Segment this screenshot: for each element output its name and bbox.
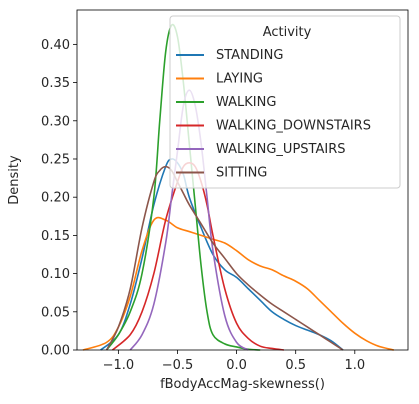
legend-entry-label: STANDING bbox=[216, 48, 283, 63]
x-tick-label: 1.0 bbox=[344, 358, 365, 373]
legend: Activity STANDING LAYING WALKING WALKING_DO… bbox=[169, 15, 401, 189]
y-tick-label: 0.35 bbox=[41, 76, 70, 91]
series-line-laying bbox=[82, 216, 395, 351]
x-tick-label: −1.0 bbox=[103, 358, 135, 373]
y-tick-label: 0.25 bbox=[41, 152, 70, 167]
y-tick-label: 0.30 bbox=[41, 114, 70, 129]
y-axis: 0.00 0.05 0.10 0.15 0.20 0.25 0.30 0.35 0.40 bbox=[41, 38, 77, 359]
legend-entry-label: LAYING bbox=[216, 72, 263, 87]
y-tick-label: 0.00 bbox=[41, 344, 70, 359]
y-tick-label: 0.05 bbox=[41, 305, 70, 320]
x-tick-label: 0.0 bbox=[226, 358, 247, 373]
series-line-sitting bbox=[105, 165, 344, 351]
x-axis: −1.0 −0.5 0.0 0.5 1.0 bbox=[103, 350, 365, 373]
legend-entry-label: WALKING_UPSTAIRS bbox=[216, 142, 346, 157]
legend-entry-label: WALKING_DOWNSTAIRS bbox=[216, 119, 371, 134]
series-line-walking-downstairs bbox=[111, 162, 284, 351]
legend-entry-label: WALKING bbox=[216, 95, 276, 110]
y-tick-label: 0.15 bbox=[41, 229, 70, 244]
y-tick-label: 0.10 bbox=[41, 267, 70, 282]
y-axis-label: Density bbox=[7, 155, 22, 205]
legend-box bbox=[169, 15, 401, 189]
x-tick-label: −0.5 bbox=[162, 358, 194, 373]
x-axis-label: fBodyAccMag-skewness() bbox=[160, 377, 325, 392]
axes-frame bbox=[76, 9, 409, 351]
x-tick-label: 0.5 bbox=[285, 358, 306, 373]
legend-entry-label: SITTING bbox=[216, 166, 267, 181]
y-tick-label: 0.20 bbox=[41, 191, 70, 206]
legend-title: Activity bbox=[263, 25, 312, 40]
y-tick-label: 0.40 bbox=[41, 38, 70, 53]
